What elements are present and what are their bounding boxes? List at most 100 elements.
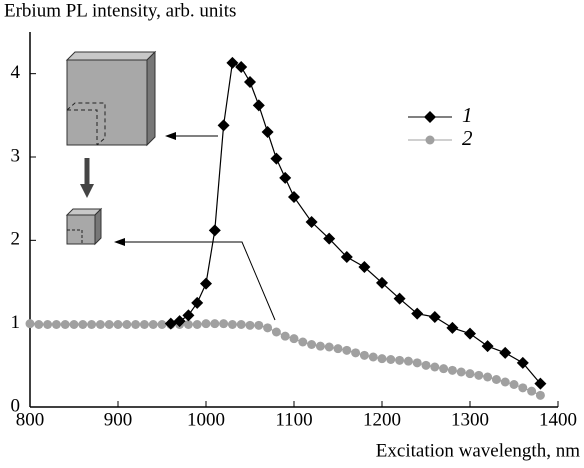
marker — [34, 320, 44, 329]
y-axis-label: Erbium PL intensity, arb. units — [4, 0, 236, 21]
marker — [244, 76, 256, 88]
marker — [481, 340, 494, 353]
marker — [217, 119, 230, 132]
series-line — [170, 61, 541, 385]
y-tick-label: 0 — [11, 395, 21, 416]
marker — [60, 320, 70, 329]
y-tick-label: 1 — [11, 312, 21, 333]
marker — [359, 350, 369, 360]
marker — [324, 342, 334, 352]
marker — [182, 309, 195, 322]
marker — [516, 356, 529, 369]
marker — [323, 232, 336, 245]
marker — [298, 337, 308, 347]
marker — [139, 320, 149, 329]
marker — [113, 320, 123, 329]
x-tick-label: 1400 — [539, 409, 577, 430]
marker — [270, 152, 283, 165]
marker — [351, 348, 361, 358]
marker — [235, 61, 248, 73]
marker — [104, 320, 114, 329]
marker — [191, 296, 204, 309]
marker — [252, 99, 265, 112]
legend-label: 1 — [462, 103, 473, 127]
marker — [208, 224, 221, 237]
marker — [95, 320, 105, 329]
y-tick-label: 2 — [11, 229, 21, 250]
x-tick-label: 900 — [104, 409, 133, 430]
marker — [386, 355, 396, 364]
marker — [333, 344, 343, 354]
marker — [183, 320, 193, 329]
marker — [305, 216, 318, 228]
x-tick-label: 1000 — [187, 409, 225, 430]
legend-marker — [424, 111, 436, 123]
marker — [395, 355, 405, 365]
marker — [499, 346, 512, 359]
marker — [368, 352, 378, 362]
marker — [279, 171, 292, 184]
marker — [69, 320, 79, 329]
marker — [226, 56, 239, 69]
marker — [201, 319, 211, 329]
x-axis-label: Excitation wavelength, nm — [376, 440, 580, 461]
marker — [289, 334, 299, 344]
marker — [527, 386, 537, 396]
x-tick-label: 1300 — [451, 409, 489, 430]
marker — [412, 358, 422, 368]
marker — [315, 341, 325, 351]
legend-label: 2 — [462, 126, 473, 150]
marker — [377, 354, 387, 364]
marker — [192, 320, 202, 329]
marker — [200, 277, 212, 290]
marker — [51, 320, 61, 329]
y-tick-label: 4 — [11, 62, 21, 83]
marker — [245, 320, 255, 330]
marker — [25, 319, 35, 329]
marker — [210, 319, 220, 329]
y-tick-label: 3 — [11, 145, 21, 166]
marker — [456, 367, 466, 377]
marker — [439, 364, 449, 374]
marker — [307, 340, 317, 349]
legend: 1 2 — [408, 103, 473, 150]
marker — [288, 191, 300, 203]
x-tick-label: 1100 — [275, 409, 312, 430]
marker — [122, 320, 132, 329]
legend-marker — [425, 135, 435, 145]
marker — [236, 320, 246, 329]
marker — [534, 377, 547, 390]
marker — [411, 307, 424, 320]
marker — [474, 370, 484, 380]
marker — [483, 372, 493, 382]
marker — [131, 320, 141, 329]
marker — [430, 362, 440, 372]
marker — [280, 331, 290, 341]
marker — [518, 383, 528, 393]
marker — [340, 251, 353, 263]
marker — [465, 369, 475, 379]
x-tick-label: 1200 — [363, 409, 401, 430]
marker — [43, 320, 53, 329]
marker — [428, 311, 441, 323]
marker — [87, 320, 97, 329]
marker — [376, 276, 388, 289]
marker — [421, 360, 431, 370]
marker — [263, 323, 273, 333]
marker — [271, 327, 281, 337]
marker — [358, 261, 371, 273]
marker — [491, 375, 501, 384]
insets — [65, 50, 276, 321]
marker — [447, 365, 457, 375]
marker — [227, 320, 237, 329]
marker — [342, 345, 352, 355]
marker — [446, 321, 459, 334]
marker — [78, 320, 88, 329]
marker — [500, 377, 510, 387]
marker — [254, 320, 264, 330]
marker — [164, 317, 177, 330]
x-tick-label: 800 — [16, 409, 45, 430]
marker — [157, 320, 167, 329]
marker — [509, 380, 519, 389]
